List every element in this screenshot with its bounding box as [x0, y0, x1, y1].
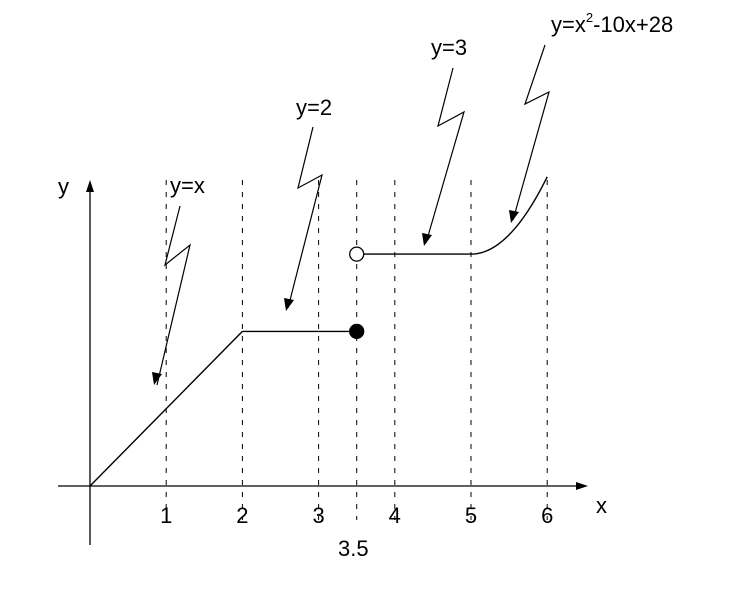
- x-tick-label-3: 3: [312, 503, 324, 528]
- label-quadratic: y=x2-10x+28: [551, 10, 673, 37]
- function-pieces: [89, 176, 548, 487]
- y-axis-arrowhead: [86, 180, 94, 192]
- x-tick-label-3-5: 3.5: [338, 536, 369, 561]
- label-y-3: y=3: [431, 35, 467, 60]
- arrow-y-2: [287, 126, 323, 309]
- arrow-y-x: [156, 205, 191, 386]
- arrow-y-3: [425, 67, 465, 244]
- piece-4: [470, 176, 548, 255]
- label-y-x: y=x: [170, 173, 205, 198]
- x-axis-label: x: [596, 493, 607, 518]
- arrow-quadratic: [512, 44, 550, 221]
- arrowhead-y-x: [152, 372, 162, 385]
- piece-1: [89, 330, 243, 487]
- x-tick-label-6: 6: [541, 503, 553, 528]
- arrowhead-quadratic: [509, 210, 519, 223]
- x-tick-label-1: 1: [160, 503, 172, 528]
- arrowhead-y-3: [422, 233, 432, 246]
- x-tick-labels: 1 2 3 4 5 6: [160, 503, 553, 528]
- label-y-2: y=2: [296, 95, 332, 120]
- y-axis-label: y: [58, 174, 69, 199]
- x-tick-label-4: 4: [389, 503, 401, 528]
- x-axis-arrowhead: [576, 482, 588, 490]
- arrowhead-y-2: [284, 298, 294, 311]
- open-endpoint: [349, 246, 365, 262]
- x-tick-label-5: 5: [465, 503, 477, 528]
- dashed-guide-lines: [165, 180, 548, 520]
- x-tick-label-2: 2: [236, 503, 248, 528]
- closed-endpoint: [349, 323, 365, 340]
